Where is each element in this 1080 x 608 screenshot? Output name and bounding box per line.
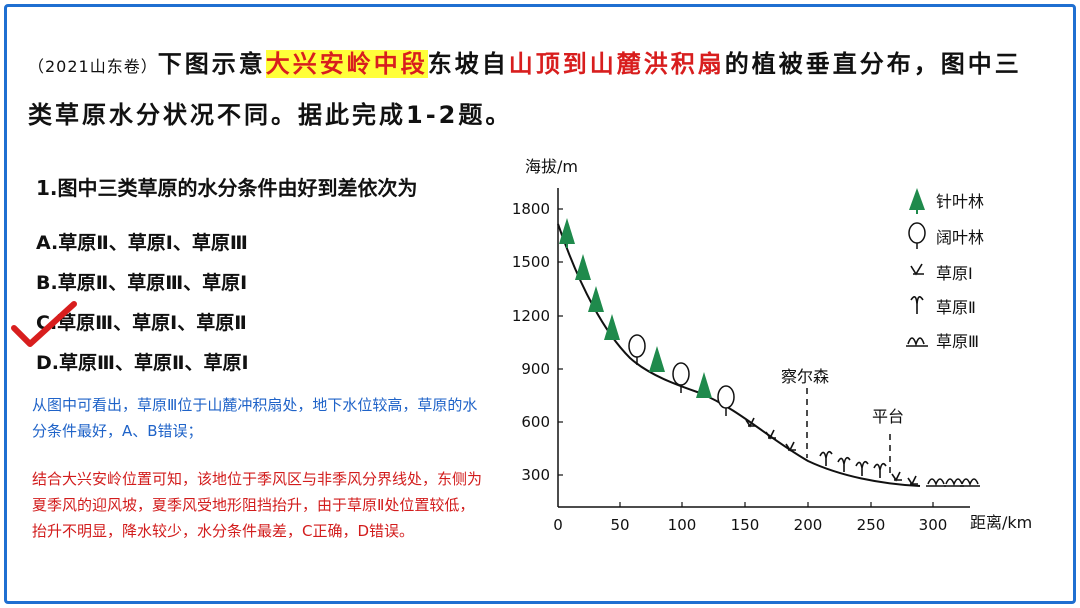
broadleaf-icon <box>717 385 735 416</box>
chaersen-label: 察尔森 <box>781 367 829 386</box>
legend-item-grassland-2: 草原Ⅱ <box>900 292 1070 320</box>
y-tick: 1800 <box>512 200 550 218</box>
pingtai-label: 平台 <box>872 407 904 426</box>
legend-item-grassland-1: 草原Ⅰ <box>900 258 1070 286</box>
broadleaf-icon <box>628 334 646 365</box>
x-tick: 100 <box>668 516 697 534</box>
option-b: B.草原Ⅱ、草原Ⅲ、草原Ⅰ <box>36 272 248 294</box>
x-tick: 250 <box>857 516 886 534</box>
explanation-blue: 从图中可看出，草原Ⅲ位于山麓冲积扇处，地下水位较高，草原的水分条件最好，A、B错… <box>32 396 478 440</box>
x-tick: 200 <box>794 516 823 534</box>
conifer-trees <box>559 218 712 398</box>
explanation-red: 结合大兴安岭位置可知，该地位于季风区与非季风分界线处，东侧为夏季风的迎风坡，夏季… <box>32 470 483 540</box>
legend-item-grassland-3: 草原Ⅲ <box>900 326 1070 354</box>
broadleaf-icon <box>672 362 690 393</box>
x-axis-label: 距离/km <box>970 513 1032 532</box>
option-c: C.草原Ⅲ、草原Ⅰ、草原Ⅱ <box>36 312 247 334</box>
slide-frame <box>4 4 1076 604</box>
y-tick: 1200 <box>512 307 550 325</box>
grassland-2-icon <box>910 296 924 314</box>
x-tick: 150 <box>731 516 760 534</box>
broadleaf-trees <box>628 334 735 416</box>
conifer-icon <box>559 218 575 248</box>
option-d: D.草原Ⅲ、草原Ⅱ、草原Ⅰ <box>36 352 249 374</box>
conifer-icon <box>909 188 925 214</box>
question-source: （2021山东卷） <box>28 57 158 76</box>
highlight-place: 大兴安岭中段 <box>265 50 428 78</box>
legend-item-broadleaf: 阔叶林 <box>900 222 1070 250</box>
conifer-icon <box>604 314 620 340</box>
slope-profile-line <box>557 223 921 487</box>
x-tick: 50 <box>610 516 629 534</box>
grassland-3-icon <box>906 337 928 347</box>
y-tick: 300 <box>521 466 550 484</box>
legend-item-conifer: 针叶林 <box>900 186 1070 214</box>
conifer-icon <box>588 286 604 312</box>
grassland-3-symbols <box>926 478 980 487</box>
conifer-icon <box>649 346 665 372</box>
option-a: A.草原Ⅱ、草原Ⅰ、草原Ⅲ <box>36 232 248 254</box>
grassland-1-symbols <box>745 417 918 486</box>
x-tick: 300 <box>919 516 948 534</box>
y-tick: 900 <box>521 360 550 378</box>
conifer-icon <box>575 254 591 280</box>
y-tick: 600 <box>521 413 550 431</box>
grassland-2-symbols <box>819 450 887 478</box>
y-axis-label: 海拔/m <box>525 157 578 176</box>
x-tick: 0 <box>553 516 563 534</box>
question-stem: （2021山东卷）下图示意大兴安岭中段东坡自山顶到山麓洪积扇的植被垂直分布，图中… <box>28 50 1022 129</box>
grassland-1-icon <box>910 263 924 276</box>
vegetation-profile-chart: 海拔/m 1800 1500 1200 900 600 300 0 50 100… <box>512 157 1032 534</box>
conifer-icon <box>696 372 712 398</box>
checkmark-icon <box>11 301 77 347</box>
question-text: 1.图中三类草原的水分条件由好到差依次为 <box>36 176 418 200</box>
highlight-range: 山顶到山麓洪积扇 <box>508 50 725 78</box>
broadleaf-icon <box>908 222 926 249</box>
y-tick: 1500 <box>512 253 550 271</box>
